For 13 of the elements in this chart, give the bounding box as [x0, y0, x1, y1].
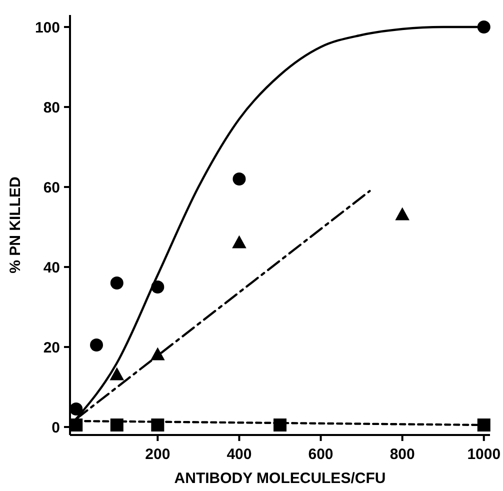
y-tick-label: 40 — [43, 259, 60, 276]
y-tick-label: 60 — [43, 179, 60, 196]
y-tick-label: 20 — [43, 339, 60, 356]
x-tick-label: 800 — [390, 446, 415, 463]
y-tick-label: 0 — [52, 419, 60, 436]
y-tick-label: 100 — [34, 19, 60, 36]
x-tick-label: 1000 — [467, 446, 501, 463]
y-axis-title: % PN KILLED — [7, 176, 24, 274]
y-tick-label: 80 — [43, 99, 60, 116]
x-tick-label: 200 — [145, 446, 170, 463]
x-tick-label: 400 — [226, 446, 252, 463]
x-tick-label: 600 — [308, 446, 334, 463]
x-axis-title: ANTIBODY MOLECULES/CFU — [174, 470, 386, 487]
